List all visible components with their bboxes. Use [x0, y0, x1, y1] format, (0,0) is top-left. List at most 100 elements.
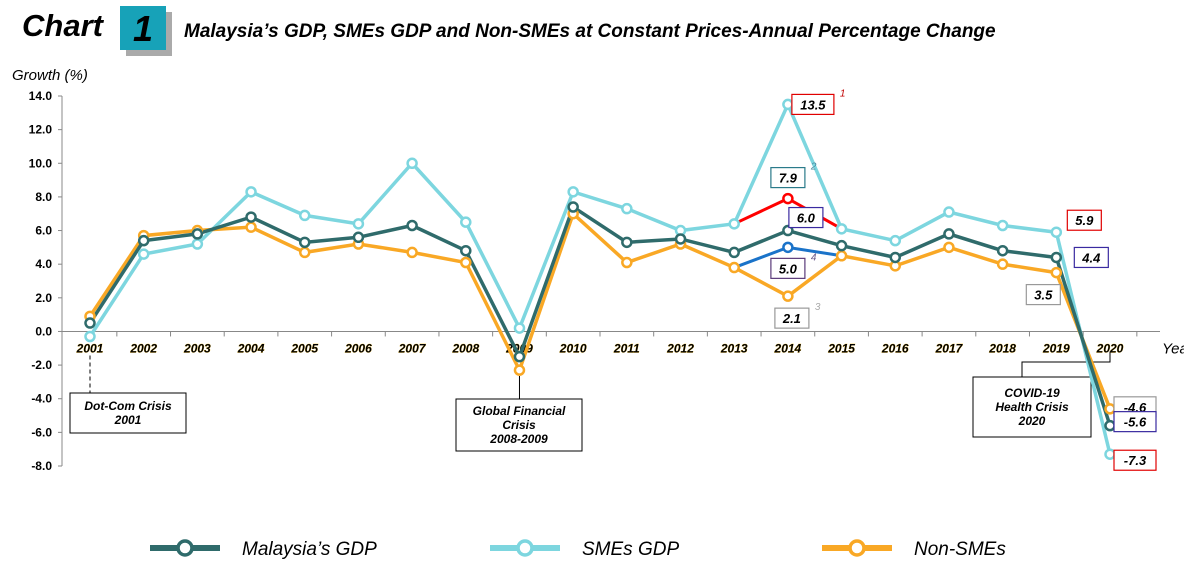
- y-tick-label: 4.0: [35, 257, 52, 271]
- data-point: [1050, 251, 1063, 264]
- data-point: [352, 218, 365, 230]
- y-tick-label: -2.0: [31, 358, 52, 372]
- data-label: 4.4: [1081, 250, 1101, 265]
- data-point: [406, 157, 418, 170]
- y-tick-label: 8.0: [35, 190, 52, 204]
- data-label-box: [1113, 411, 1157, 433]
- data-label-box: [791, 93, 835, 116]
- data-label: 6.0: [797, 211, 816, 226]
- data-point: [460, 244, 472, 257]
- annotation-text: 2008-2009: [489, 432, 548, 446]
- y-tick-label: -6.0: [31, 425, 52, 439]
- data-label: 2.1: [782, 311, 801, 326]
- data-label-box: [1025, 283, 1061, 306]
- footnote-marker: 2: [810, 162, 817, 173]
- legend-swatch-marker: [516, 539, 534, 557]
- data-point: [996, 219, 1009, 232]
- data-label: -5.6: [1124, 415, 1147, 430]
- data-point: [460, 216, 472, 228]
- y-tick-label: 12.0: [29, 123, 53, 137]
- data-point: [728, 246, 740, 259]
- data-label-box: [1066, 209, 1102, 231]
- data-point: [621, 202, 633, 215]
- data-point: [298, 209, 311, 222]
- y-tick-label: -8.0: [31, 459, 52, 473]
- data-label-box: [788, 206, 824, 229]
- x-tick-label: 2011: [613, 341, 640, 355]
- x-tick-label: 2018: [988, 341, 1016, 355]
- data-label-box: [1073, 246, 1109, 269]
- data-point: [1050, 266, 1063, 279]
- annotation-text: Crisis: [502, 418, 536, 432]
- data-label-box: [1113, 449, 1157, 471]
- data-point: [137, 248, 150, 260]
- data-label: 5.9: [1075, 213, 1094, 228]
- series-line-1: [88, 100, 1112, 455]
- annotation-connector: [1021, 351, 1111, 377]
- data-point: [621, 256, 633, 269]
- data-point: [513, 350, 526, 363]
- legend-label: SMEs GDP: [582, 539, 679, 560]
- data-point: [191, 238, 204, 250]
- data-point: [889, 251, 902, 264]
- data-point: [1104, 403, 1116, 415]
- data-label: 7.9: [779, 171, 798, 186]
- data-point: [943, 206, 955, 218]
- x-tick-label: 2019: [1042, 341, 1070, 355]
- y-tick-label: 2.0: [35, 291, 52, 305]
- legend-label: Non-SMEs: [914, 539, 1006, 560]
- data-point: [567, 186, 579, 198]
- data-point: [835, 223, 848, 235]
- chart-title: Malaysia’s GDP, SMEs GDP and Non-SMEs at…: [184, 21, 996, 42]
- data-point: [567, 201, 579, 213]
- y-tick-label: 14.0: [29, 89, 53, 103]
- footnote-marker: 3: [815, 302, 821, 313]
- annotation-box: [69, 392, 187, 434]
- data-point: [835, 250, 848, 262]
- x-tick-label: 2007: [398, 341, 427, 355]
- series-line-0: [88, 204, 1112, 427]
- data-point: [84, 330, 96, 343]
- x-tick-label: 2012: [666, 341, 694, 355]
- annotation-text: 2001: [114, 413, 142, 427]
- x-tick-label: 2008: [451, 341, 479, 355]
- y-tick-label: 6.0: [35, 224, 52, 238]
- annotation-text: Dot-Com Crisis: [84, 399, 172, 413]
- annotation-text: COVID-19: [1004, 386, 1060, 400]
- x-tick-label: 2006: [344, 341, 372, 355]
- series-line-2: [88, 210, 1112, 410]
- annotation-box: [972, 376, 1092, 438]
- annotation-box: [455, 398, 583, 452]
- y-axis-label: Growth (%): [12, 67, 88, 84]
- data-point: [674, 233, 687, 245]
- data-point: [996, 258, 1009, 270]
- y-tick-label: 0.0: [35, 324, 52, 338]
- x-tick-label: 2005: [290, 341, 318, 355]
- data-point: [782, 224, 794, 237]
- annotation-text: Global Financial: [473, 404, 566, 418]
- legend-swatch-marker: [848, 539, 866, 557]
- x-tick-label: 2016: [881, 341, 909, 355]
- data-point: [621, 236, 633, 249]
- data-point: [513, 364, 526, 376]
- data-point: [352, 231, 365, 244]
- x-tick-label: 2004: [237, 341, 265, 355]
- annotation-text: Health Crisis: [995, 400, 1069, 414]
- data-point: [1104, 448, 1116, 460]
- data-point: [137, 234, 150, 247]
- data-label: 13.5: [800, 97, 826, 112]
- data-point: [298, 236, 311, 249]
- data-point: [943, 228, 955, 240]
- footnote-marker: 1: [840, 88, 846, 99]
- data-point: [1050, 226, 1063, 238]
- data-point: [191, 228, 204, 240]
- x-tick-label: 2002: [129, 341, 157, 355]
- data-point: [245, 221, 257, 233]
- x-tick-label: 2001: [76, 341, 104, 355]
- data-label: 5.0: [779, 261, 798, 276]
- y-tick-label: 10.0: [29, 156, 53, 170]
- chart-number-badge: 1: [120, 6, 166, 50]
- data-point: [406, 246, 418, 259]
